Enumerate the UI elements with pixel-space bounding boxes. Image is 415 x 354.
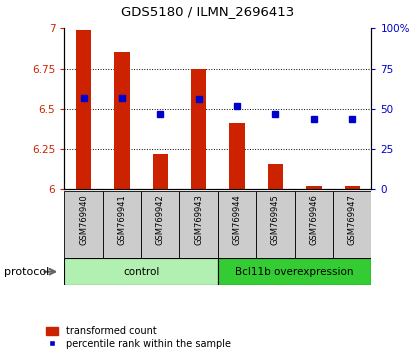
Bar — [344, 186, 360, 189]
Bar — [295, 191, 333, 258]
Text: GSM769943: GSM769943 — [194, 195, 203, 245]
Bar — [64, 191, 103, 258]
Text: GSM769945: GSM769945 — [271, 195, 280, 245]
Bar — [180, 191, 218, 258]
Bar — [103, 191, 141, 258]
Text: protocol: protocol — [4, 267, 49, 277]
Bar — [191, 69, 206, 189]
Bar — [256, 191, 295, 258]
Text: control: control — [123, 267, 159, 277]
Text: GSM769942: GSM769942 — [156, 195, 165, 245]
Text: Bcl11b overexpression: Bcl11b overexpression — [235, 267, 354, 277]
Bar — [229, 123, 245, 189]
Text: GSM769944: GSM769944 — [232, 195, 242, 245]
Bar — [114, 52, 129, 189]
Bar — [306, 186, 322, 189]
Bar — [76, 30, 91, 189]
Bar — [141, 191, 180, 258]
Bar — [218, 258, 371, 285]
Text: GSM769940: GSM769940 — [79, 195, 88, 245]
Bar — [333, 191, 371, 258]
Text: GDS5180 / ILMN_2696413: GDS5180 / ILMN_2696413 — [121, 5, 294, 18]
Bar — [268, 164, 283, 189]
Bar — [64, 258, 218, 285]
Bar — [218, 191, 256, 258]
Bar — [153, 154, 168, 189]
Text: GSM769941: GSM769941 — [117, 195, 127, 245]
Legend: transformed count, percentile rank within the sample: transformed count, percentile rank withi… — [46, 326, 231, 349]
Text: GSM769946: GSM769946 — [309, 195, 318, 245]
Text: GSM769947: GSM769947 — [348, 195, 357, 245]
